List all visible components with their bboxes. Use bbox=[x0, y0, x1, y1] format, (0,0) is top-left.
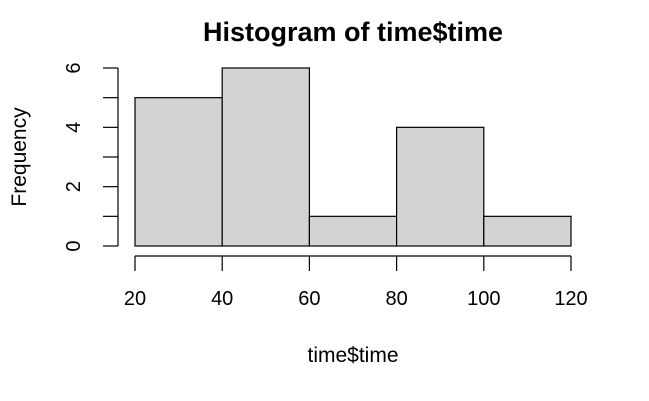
x-tick-label: 80 bbox=[385, 288, 407, 310]
y-tick-label: 4 bbox=[63, 122, 85, 133]
x-axis-title: time$time bbox=[307, 344, 398, 367]
histogram-bar-5 bbox=[483, 215, 572, 247]
x-tick-label: 60 bbox=[298, 288, 320, 310]
x-tick-label: 40 bbox=[211, 288, 233, 310]
histogram-bar-1 bbox=[134, 97, 223, 247]
y-tick-label: 0 bbox=[63, 240, 85, 251]
y-axis: 0 2 4 6 bbox=[63, 62, 119, 252]
histogram-bar-3 bbox=[308, 215, 398, 247]
x-tick-label: 120 bbox=[554, 288, 587, 310]
y-tick-label: 6 bbox=[63, 62, 85, 73]
chart-title: Histogram of time$time bbox=[203, 17, 503, 47]
x-tick-label: 100 bbox=[467, 288, 500, 310]
y-tick-label: 2 bbox=[63, 181, 85, 192]
histogram-bar-2 bbox=[221, 67, 310, 247]
x-axis: 20 40 60 80 100 120 bbox=[124, 255, 588, 310]
histogram-bar-4 bbox=[396, 126, 485, 247]
y-axis-title: Frequency bbox=[8, 107, 31, 207]
bars-group bbox=[134, 67, 572, 247]
x-tick-label: 20 bbox=[124, 288, 146, 310]
